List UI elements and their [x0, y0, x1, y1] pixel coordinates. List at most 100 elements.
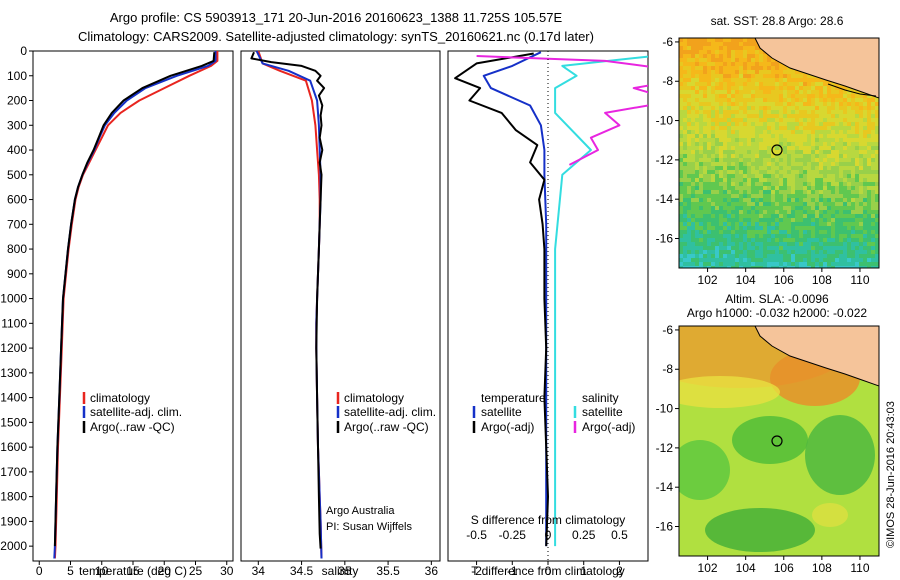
sst-cell: [803, 174, 808, 179]
y-tick-label: 500: [7, 168, 27, 182]
sst-cell: [815, 262, 820, 267]
sst-cell: [851, 242, 856, 247]
sst-cell: [807, 218, 812, 223]
sst-cell: [783, 82, 788, 87]
sst-cell: [843, 258, 848, 263]
sst-cell: [847, 262, 852, 267]
sst-cell: [847, 86, 852, 91]
sst-cell: [747, 102, 752, 107]
sst-cell: [715, 86, 720, 91]
x-tick-label: -2: [471, 564, 482, 578]
sst-cell: [719, 258, 724, 263]
sst-cell: [863, 206, 868, 211]
sst-cell: [843, 174, 848, 179]
sst-cell: [699, 198, 704, 203]
sst-cell: [703, 170, 708, 175]
sst-cell: [807, 106, 812, 111]
sst-cell: [791, 150, 796, 155]
sst-cell: [747, 70, 752, 75]
sst-cell: [871, 146, 876, 151]
sst-cell: [735, 254, 740, 259]
sst-cell: [807, 74, 812, 79]
sst-cell: [783, 166, 788, 171]
sst-cell: [687, 50, 692, 55]
sst-cell: [791, 102, 796, 107]
sst-cell: [763, 138, 768, 143]
sst-cell: [735, 86, 740, 91]
sst-cell: [819, 154, 824, 159]
sst-cell: [835, 206, 840, 211]
sst-cell: [711, 154, 716, 159]
sst-cell: [723, 206, 728, 211]
sst-cell: [707, 182, 712, 187]
sst-cell: [791, 190, 796, 195]
sst-cell: [775, 134, 780, 139]
sst-cell: [715, 138, 720, 143]
sst-cell: [759, 174, 764, 179]
sst-cell: [799, 190, 804, 195]
sst-cell: [827, 258, 832, 263]
sst-cell: [691, 230, 696, 235]
sst-cell: [775, 170, 780, 175]
sst-cell: [775, 118, 780, 123]
sst-cell: [787, 198, 792, 203]
sst-cell: [791, 178, 796, 183]
sst-cell: [731, 150, 736, 155]
sst-cell: [711, 262, 716, 267]
sst-cell: [867, 238, 872, 243]
sst-cell: [815, 214, 820, 219]
sst-cell: [687, 126, 692, 131]
sst-cell: [839, 122, 844, 127]
sst-cell: [735, 266, 740, 268]
sst-cell: [775, 166, 780, 171]
sst-cell: [787, 234, 792, 239]
sst-cell: [759, 94, 764, 99]
sst-cell: [823, 210, 828, 215]
sst-cell: [723, 258, 728, 263]
sst-cell: [723, 102, 728, 107]
sst-cell: [855, 134, 860, 139]
sst-cell: [735, 186, 740, 191]
sst-cell: [779, 82, 784, 87]
sst-cell: [859, 130, 864, 135]
sst-cell: [727, 90, 732, 95]
sst-cell: [735, 166, 740, 171]
sst-cell: [875, 198, 879, 203]
sst-cell: [787, 254, 792, 259]
sst-cell: [811, 90, 816, 95]
sst-cell: [779, 86, 784, 91]
sst-cell: [803, 90, 808, 95]
sst-cell: [747, 202, 752, 207]
sst-cell: [839, 154, 844, 159]
sst-cell: [679, 42, 684, 47]
sst-cell: [747, 54, 752, 59]
sst-cell: [735, 158, 740, 163]
sst-cell: [847, 138, 852, 143]
sst-cell: [719, 142, 724, 147]
sst-cell: [855, 230, 860, 235]
sst-cell: [739, 182, 744, 187]
sst-cell: [815, 178, 820, 183]
sst-cell: [703, 234, 708, 239]
sst-cell: [803, 146, 808, 151]
map-x-tick-label: 110: [850, 273, 869, 287]
sst-cell: [707, 70, 712, 75]
sst-cell: [823, 114, 828, 119]
sst-cell: [771, 218, 776, 223]
sst-cell: [803, 202, 808, 207]
sst-cell: [683, 234, 688, 239]
sst-cell: [723, 122, 728, 127]
sst-cell: [751, 178, 756, 183]
sst-cell: [795, 218, 800, 223]
sst-cell: [731, 262, 736, 267]
sst-cell: [851, 122, 856, 127]
sst-cell: [803, 234, 808, 239]
sst-cell: [719, 42, 724, 47]
sst-cell: [679, 166, 684, 171]
sst-cell: [851, 174, 856, 179]
sst-cell: [695, 166, 700, 171]
sst-cell: [719, 150, 724, 155]
sst-cell: [731, 142, 736, 147]
series-line-argo-raw-qc-: [250, 51, 326, 549]
sst-cell: [863, 238, 868, 243]
